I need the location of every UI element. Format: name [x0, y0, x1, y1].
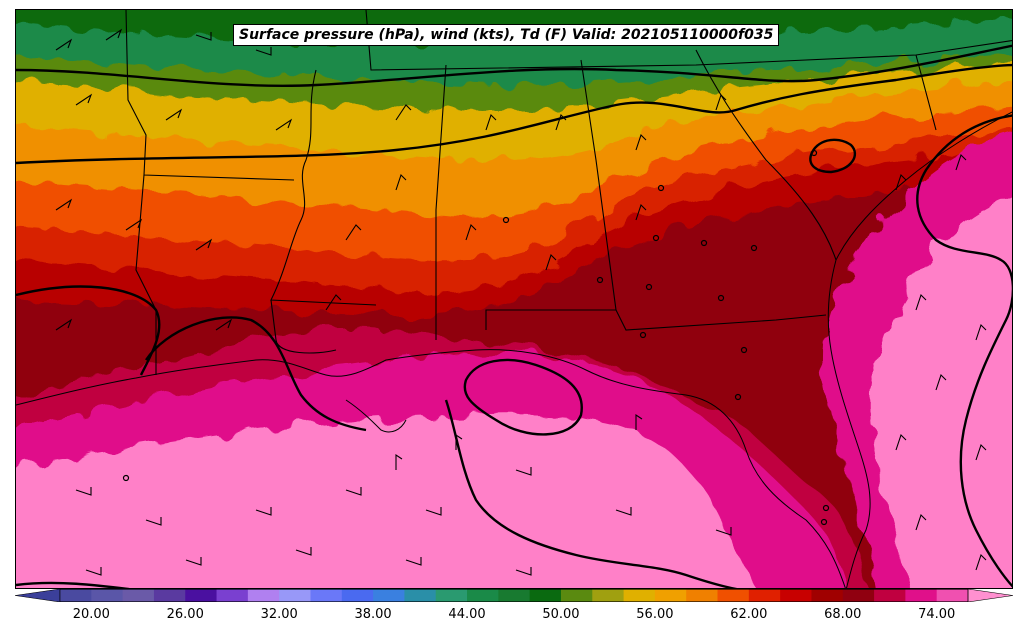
colorbar-tick-label: 38.00 — [354, 607, 392, 622]
colorbar-segment — [310, 589, 343, 602]
colorbar-tick-label: 44.00 — [448, 607, 486, 622]
colorbar-segment — [654, 589, 687, 602]
colorbar-segment — [717, 589, 750, 602]
colorbar-segment — [373, 589, 405, 602]
colorbar-segment — [279, 589, 311, 602]
colorbar-segment — [748, 589, 781, 602]
colorbar-max-extension — [967, 589, 1013, 602]
map-panel: Surface pressure (hPa), wind (kts), Td (… — [15, 9, 1013, 589]
coastline — [16, 111, 1012, 588]
state-borders — [125, 10, 1012, 375]
colorbar-tick-label: 26.00 — [166, 607, 204, 622]
colorbar-segment — [874, 589, 906, 602]
dewpoint-fill — [16, 10, 1012, 588]
colorbar-segment — [216, 589, 249, 602]
isobars — [16, 44, 1012, 588]
colorbar-tick-label: 50.00 — [542, 607, 580, 622]
colorbar-segment — [498, 589, 531, 602]
map-title: Surface pressure (hPa), wind (kts), Td (… — [233, 24, 780, 46]
colorbar-segment — [60, 589, 92, 602]
colorbar-tick-label: 56.00 — [636, 607, 674, 622]
colorbar-segment — [153, 589, 186, 602]
dewpoint-map — [16, 10, 1012, 588]
colorbar-segment — [905, 589, 938, 602]
wind-barbs — [55, 28, 987, 576]
colorbar-tick-label: 74.00 — [918, 607, 956, 622]
colorbar-segment — [404, 589, 437, 602]
colorbar-segment — [91, 589, 124, 602]
colorbar-segment — [529, 589, 562, 602]
colorbar — [15, 589, 1013, 602]
colorbar-segment — [341, 589, 374, 602]
colorbar-segment — [623, 589, 656, 602]
colorbar-segment — [185, 589, 218, 602]
colorbar-segment — [686, 589, 719, 602]
colorbar-tick-label: 20.00 — [72, 607, 110, 622]
colorbar-segment — [780, 589, 812, 602]
colorbar-tick-label: 32.00 — [260, 607, 298, 622]
colorbar-segment — [842, 589, 875, 602]
calm-circles — [122, 149, 830, 526]
colorbar-segment — [435, 589, 468, 602]
colorbar-segment — [247, 589, 280, 602]
colorbar-segment — [467, 589, 499, 602]
colorbar-tick-label: 68.00 — [824, 607, 862, 622]
colorbar-segment — [122, 589, 155, 602]
colorbar-segment — [592, 589, 625, 602]
colorbar-min-extension — [15, 589, 61, 602]
colorbar-tick-label: 62.00 — [730, 607, 768, 622]
colorbar-segment — [560, 589, 593, 602]
colorbar-segment — [811, 589, 844, 602]
colorbar-segment — [936, 589, 969, 602]
